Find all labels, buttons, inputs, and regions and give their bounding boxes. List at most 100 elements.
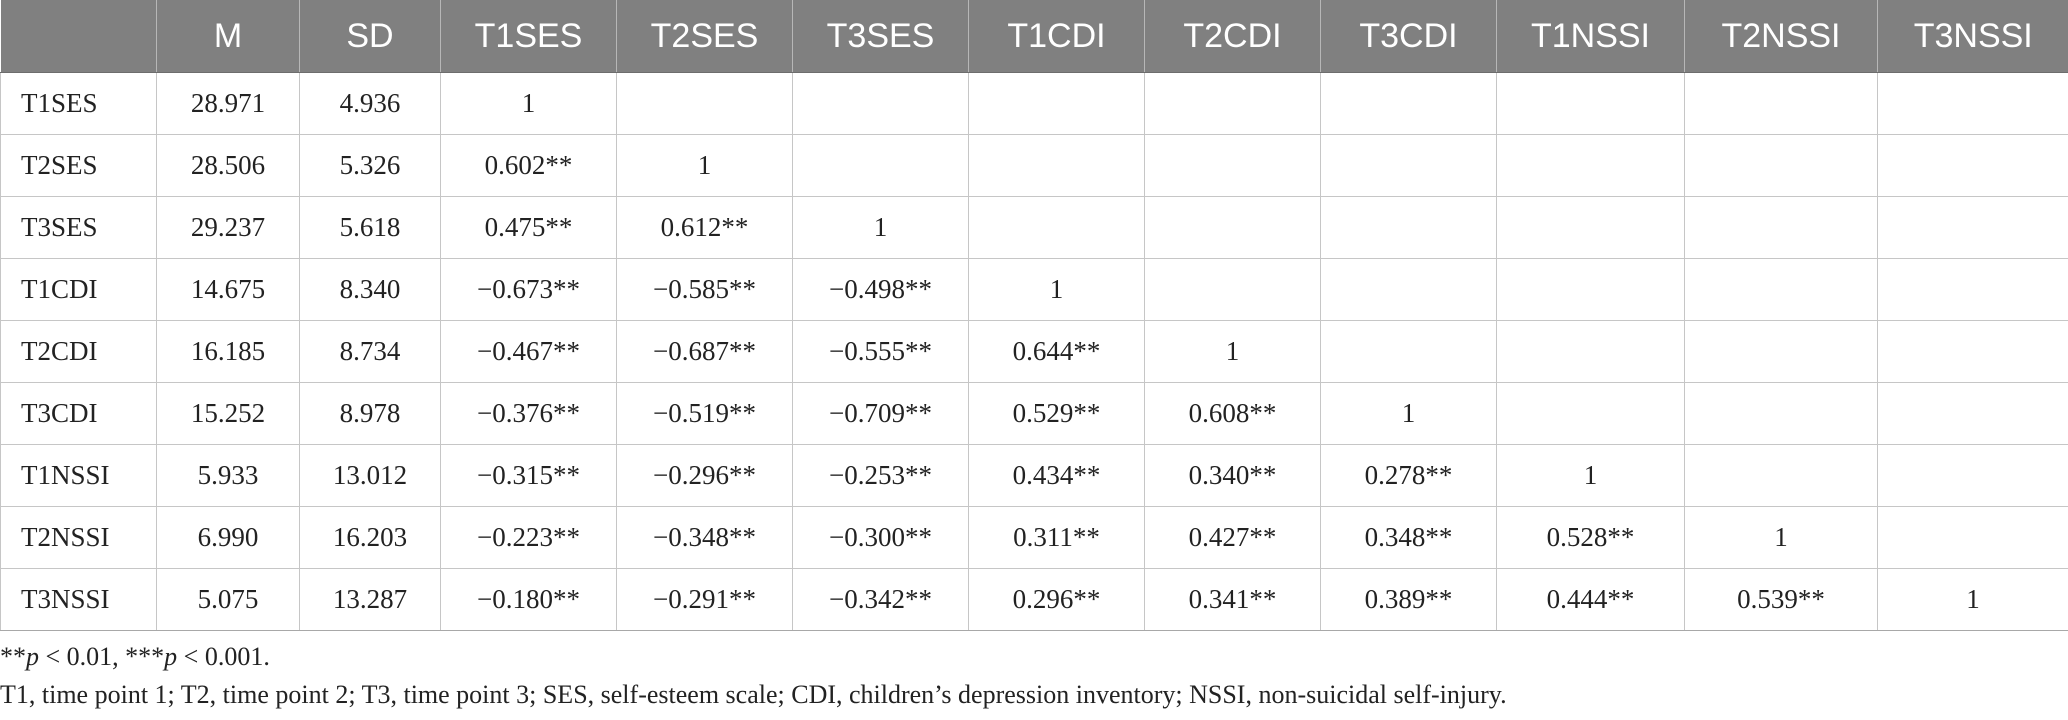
table-row: T2NSSI 6.990 16.203 −0.223** −0.348** −0.300*…	[0, 506, 2068, 569]
cell-m: 29.237	[156, 196, 300, 259]
significance-threshold-2: < 0.001.	[177, 642, 270, 671]
cell-t3cdi	[1320, 134, 1497, 197]
cell-sd: 8.978	[299, 382, 441, 445]
cell-t2ses: −0.348**	[616, 506, 793, 569]
cell-t1nssi: 0.528**	[1496, 506, 1685, 569]
cell-row-label: T2CDI	[0, 320, 157, 383]
cell-t1nssi	[1496, 196, 1685, 259]
significance-marker-2: ***	[125, 642, 165, 671]
cell-t2nssi	[1684, 320, 1878, 383]
header-cell-t2ses: T2SES	[616, 0, 793, 73]
cell-row-label: T1SES	[0, 72, 157, 135]
table-header-row: M SD T1SES T2SES T3SES T1CDI T2CDI T3CDI…	[0, 0, 2068, 73]
cell-t1cdi: 0.296**	[968, 568, 1145, 631]
cell-t1nssi	[1496, 382, 1685, 445]
cell-t1ses: −0.376**	[440, 382, 617, 445]
table-row: T3CDI 15.252 8.978 −0.376** −0.519** −0.709**…	[0, 382, 2068, 445]
table-body: T1SES 28.971 4.936 1 T2SES 28.506 5.326 0.602**…	[0, 72, 2068, 631]
cell-t3nssi	[1877, 506, 2068, 569]
header-cell-t3nssi: T3NSSI	[1877, 0, 2068, 73]
cell-t2nssi	[1684, 134, 1878, 197]
cell-t3cdi: 0.278**	[1320, 444, 1497, 507]
cell-t2ses: −0.585**	[616, 258, 793, 321]
table-row: T2SES 28.506 5.326 0.602** 1	[0, 134, 2068, 197]
cell-row-label: T3NSSI	[0, 568, 157, 631]
table-row: T1CDI 14.675 8.340 −0.673** −0.585** −0.498**…	[0, 258, 2068, 321]
header-cell-m: M	[156, 0, 300, 73]
cell-t3ses: −0.342**	[792, 568, 969, 631]
cell-m: 6.990	[156, 506, 300, 569]
cell-sd: 13.287	[299, 568, 441, 631]
cell-t3nssi	[1877, 196, 2068, 259]
correlation-table: M SD T1SES T2SES T3SES T1CDI T2CDI T3CDI…	[0, 0, 2068, 631]
cell-t3cdi	[1320, 72, 1497, 135]
significance-threshold-1: < 0.01,	[39, 642, 126, 671]
cell-t3ses	[792, 134, 969, 197]
header-cell-t3cdi: T3CDI	[1320, 0, 1497, 73]
cell-t3cdi	[1320, 196, 1497, 259]
cell-m: 16.185	[156, 320, 300, 383]
cell-m: 14.675	[156, 258, 300, 321]
cell-row-label: T1CDI	[0, 258, 157, 321]
cell-t1ses: −0.315**	[440, 444, 617, 507]
cell-t2cdi	[1144, 258, 1321, 321]
cell-t3nssi	[1877, 72, 2068, 135]
cell-t1ses: −0.223**	[440, 506, 617, 569]
header-cell-t2nssi: T2NSSI	[1684, 0, 1878, 73]
cell-t1cdi: 0.434**	[968, 444, 1145, 507]
cell-row-label: T2NSSI	[0, 506, 157, 569]
cell-t2ses: −0.687**	[616, 320, 793, 383]
cell-t1cdi: 0.529**	[968, 382, 1145, 445]
header-cell-t2cdi: T2CDI	[1144, 0, 1321, 73]
cell-t2ses: −0.296**	[616, 444, 793, 507]
cell-sd: 13.012	[299, 444, 441, 507]
cell-t1ses: 0.602**	[440, 134, 617, 197]
cell-t3nssi	[1877, 258, 2068, 321]
cell-sd: 8.734	[299, 320, 441, 383]
cell-t1nssi	[1496, 258, 1685, 321]
header-cell-t3ses: T3SES	[792, 0, 969, 73]
cell-t2cdi: 1	[1144, 320, 1321, 383]
cell-t1ses: 0.475**	[440, 196, 617, 259]
table-row: T2CDI 16.185 8.734 −0.467** −0.687** −0.555**…	[0, 320, 2068, 383]
cell-m: 28.971	[156, 72, 300, 135]
significance-note: **p < 0.01, ***p < 0.001.	[0, 638, 2068, 676]
cell-t1cdi	[968, 72, 1145, 135]
cell-sd: 16.203	[299, 506, 441, 569]
cell-t1ses: −0.673**	[440, 258, 617, 321]
table-row: T3SES 29.237 5.618 0.475** 0.612** 1	[0, 196, 2068, 259]
cell-t2nssi	[1684, 72, 1878, 135]
header-cell-sd: SD	[299, 0, 441, 73]
cell-t1cdi: 0.311**	[968, 506, 1145, 569]
cell-t3ses: −0.498**	[792, 258, 969, 321]
cell-m: 5.933	[156, 444, 300, 507]
cell-sd: 4.936	[299, 72, 441, 135]
cell-m: 5.075	[156, 568, 300, 631]
cell-t2ses: 0.612**	[616, 196, 793, 259]
cell-t2cdi	[1144, 134, 1321, 197]
significance-marker-1: **	[0, 642, 26, 671]
cell-t2nssi	[1684, 382, 1878, 445]
cell-t3nssi	[1877, 444, 2068, 507]
cell-t3cdi	[1320, 258, 1497, 321]
cell-t1cdi	[968, 196, 1145, 259]
cell-t3ses: −0.709**	[792, 382, 969, 445]
cell-t1nssi: 0.444**	[1496, 568, 1685, 631]
cell-t2nssi	[1684, 196, 1878, 259]
cell-sd: 5.618	[299, 196, 441, 259]
cell-t1ses: −0.467**	[440, 320, 617, 383]
cell-t2cdi: 0.427**	[1144, 506, 1321, 569]
cell-t1nssi	[1496, 320, 1685, 383]
cell-t3nssi	[1877, 320, 2068, 383]
cell-t3ses: 1	[792, 196, 969, 259]
cell-t2cdi	[1144, 196, 1321, 259]
p-symbol-2: p	[164, 642, 178, 671]
cell-t1ses: 1	[440, 72, 617, 135]
cell-t2ses	[616, 72, 793, 135]
cell-row-label: T2SES	[0, 134, 157, 197]
cell-t2cdi: 0.340**	[1144, 444, 1321, 507]
p-symbol-1: p	[26, 642, 39, 671]
abbreviations-note: T1, time point 1; T2, time point 2; T3, …	[0, 680, 1507, 709]
cell-t3cdi: 0.348**	[1320, 506, 1497, 569]
cell-t3ses: −0.300**	[792, 506, 969, 569]
